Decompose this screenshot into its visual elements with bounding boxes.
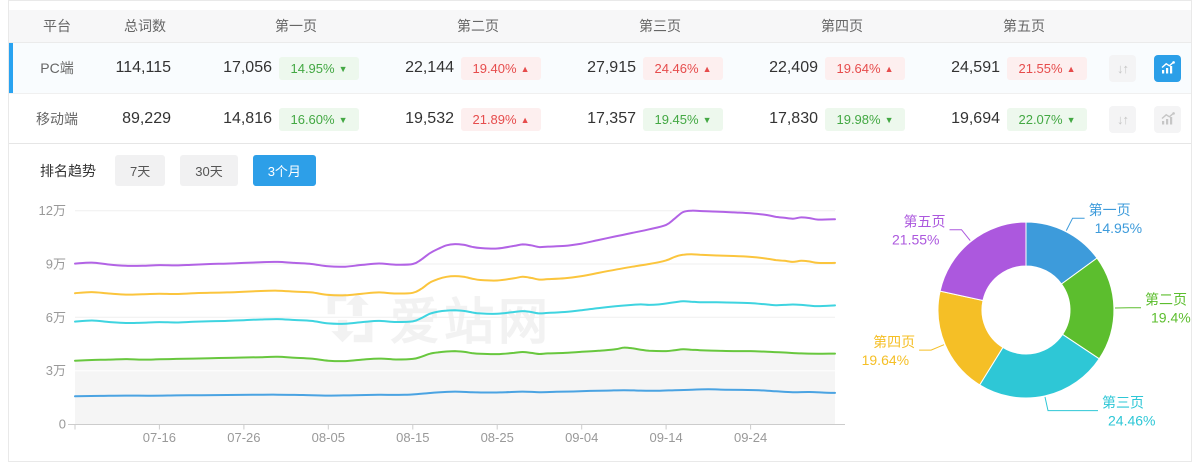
aizhan-logo-icon: [327, 293, 373, 343]
line-yellow: [74, 253, 836, 297]
donut-label-name: 第四页: [873, 334, 915, 350]
arrow-icon: ▼: [338, 63, 348, 74]
arrow-icon: ▲: [520, 63, 530, 74]
tab-30days[interactable]: 30天: [180, 155, 238, 186]
trend-chart-icon[interactable]: [1154, 54, 1181, 82]
page5-cell: 19,694 22.07% ▼: [913, 107, 1095, 131]
donut-leader-line: [1044, 396, 1098, 412]
column-header-page3: 第三页: [639, 18, 681, 34]
column-header-page1: 第一页: [275, 18, 317, 34]
trend-charts: 07-16 07-26 08-05 08-15 08-25 09-04 09-14 09-24…: [39, 202, 1191, 445]
change-badge: 19.45% ▼: [643, 107, 723, 131]
table-header: 平台 总词数 第一页 第二页 第三页 第四页 第五页: [9, 10, 1191, 43]
row-actions: ↓↑: [1095, 54, 1191, 82]
platform-cell: PC端: [40, 60, 74, 76]
change-badge: 21.89% ▲: [461, 107, 541, 131]
page3-cell: 27,915 24.46% ▲: [549, 56, 731, 80]
trend-toolbar: 排名趋势 7天 30天 3个月: [40, 155, 316, 186]
arrow-icon: ▲: [520, 114, 530, 125]
watermark-text: 爱站网: [390, 294, 552, 350]
column-header-platform: 平台: [43, 18, 71, 34]
x-axis-label: 08-25: [481, 430, 514, 445]
trend-section-title: 排名趋势: [40, 162, 96, 179]
change-badge: 24.46% ▲: [643, 56, 723, 80]
donut-leader-line: [949, 229, 971, 241]
page2-cell: 19,532 21.89% ▲: [367, 107, 549, 131]
donut-label-pct: 21.55%: [892, 232, 939, 248]
line-purple: [74, 209, 836, 268]
line-green: [74, 346, 836, 363]
change-badge: 22.07% ▼: [1007, 107, 1087, 131]
donut-label-name: 第一页: [1089, 202, 1131, 218]
change-badge: 16.60% ▼: [279, 107, 359, 131]
donut-leader-line: [919, 344, 945, 351]
x-axis-label: 09-04: [565, 430, 598, 445]
x-axis-label: 07-16: [143, 430, 176, 445]
donut-slice-第三页: [979, 333, 1100, 399]
sort-arrows-icon[interactable]: ↓↑: [1109, 54, 1136, 82]
page4-cell: 17,830 19.98% ▼: [731, 107, 913, 131]
donut-label-name: 第二页: [1145, 292, 1187, 308]
column-header-page5: 第五页: [1003, 18, 1045, 34]
y-axis-label: 3万: [46, 363, 66, 378]
donut-label-pct: 14.95%: [1095, 220, 1142, 236]
donut-label-pct: 19.4%: [1151, 310, 1191, 326]
arrow-icon: ▲: [1066, 63, 1076, 74]
change-badge: 14.95% ▼: [279, 56, 359, 80]
x-axis-label: 09-24: [734, 430, 767, 445]
arrow-icon: ▼: [702, 114, 712, 125]
change-badge: 19.98% ▼: [825, 107, 905, 131]
trend-chart-icon[interactable]: [1154, 105, 1181, 133]
donut-label-name: 第三页: [1102, 395, 1144, 411]
page2-cell: 22,144 19.40% ▲: [367, 56, 549, 80]
line-green-area: [75, 347, 835, 424]
table-row-pc[interactable]: PC端 114,115 17,056 14.95% ▼ 22,144 19.40%…: [9, 43, 1191, 93]
tab-7days[interactable]: 7天: [115, 155, 166, 186]
donut-label-pct: 19.64%: [862, 352, 909, 368]
page3-cell: 17,357 19.45% ▼: [549, 107, 731, 131]
arrow-icon: ▼: [1066, 114, 1076, 125]
arrow-icon: ▲: [702, 63, 712, 74]
total-words-cell: 89,229: [122, 110, 171, 127]
x-axis-label: 07-26: [227, 430, 260, 445]
table-row-mobile[interactable]: 移动端 89,229 14,816 16.60% ▼ 19,532 21.89% ▲…: [9, 93, 1191, 144]
page1-cell: 17,056 14.95% ▼: [185, 56, 367, 80]
arrow-icon: ▼: [884, 114, 894, 125]
change-badge: 19.64% ▲: [825, 56, 905, 80]
donut-label-name: 第五页: [904, 214, 946, 230]
x-axis-label: 08-15: [396, 430, 429, 445]
section-divider: [9, 143, 1191, 144]
page5-cell: 24,591 21.55% ▲: [913, 56, 1095, 80]
change-badge: 19.40% ▲: [461, 56, 541, 80]
column-header-total: 总词数: [124, 18, 166, 34]
arrow-icon: ▲: [884, 63, 894, 74]
page4-cell: 22,409 19.64% ▲: [731, 56, 913, 80]
donut-slice-第五页: [939, 221, 1027, 302]
total-words-cell: 114,115: [115, 59, 171, 76]
x-axis-label: 09-14: [649, 430, 682, 445]
donut-label-pct: 24.46%: [1108, 413, 1155, 429]
y-axis-label: 9万: [46, 257, 66, 272]
tab-3months[interactable]: 3个月: [252, 155, 316, 186]
line-blue: [74, 388, 836, 398]
page1-cell: 14,816 16.60% ▼: [185, 107, 367, 131]
donut-leader-line: [1065, 217, 1085, 231]
arrow-icon: ▼: [338, 114, 348, 125]
x-axis-label: 08-05: [312, 430, 345, 445]
line-cyan: [74, 300, 836, 325]
y-axis-label: 6万: [46, 310, 66, 325]
sort-arrows-icon[interactable]: ↓↑: [1109, 105, 1136, 133]
aizhan-watermark: 爱站网: [322, 282, 552, 354]
platform-cell: 移动端: [36, 111, 78, 127]
row-actions: ↓↑: [1095, 105, 1191, 133]
column-header-page2: 第二页: [457, 18, 499, 34]
y-axis-label: 12万: [39, 203, 66, 218]
y-axis-label: 0: [59, 417, 66, 432]
column-header-page4: 第四页: [821, 18, 863, 34]
change-badge: 21.55% ▲: [1007, 56, 1087, 80]
